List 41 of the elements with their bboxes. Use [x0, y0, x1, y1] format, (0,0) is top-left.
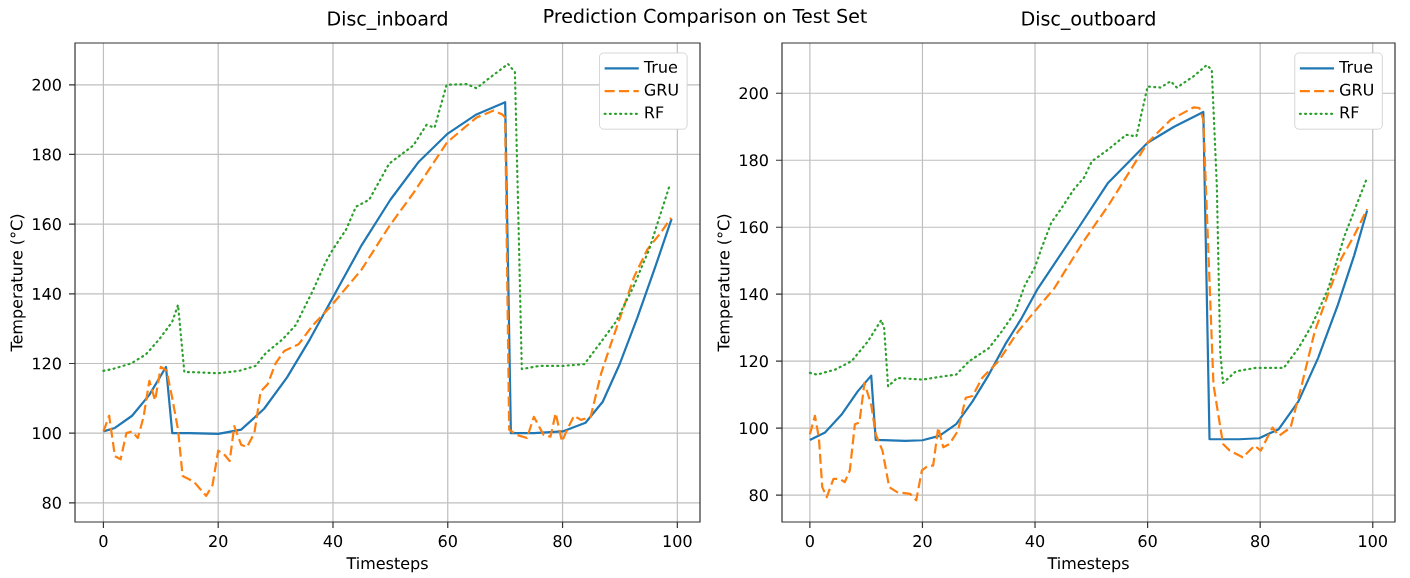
x-tick-label: 40: [1025, 535, 1045, 548]
chart-title: Disc_outboard: [1022, 11, 1155, 30]
y-axis-title: Temperature (°C): [10, 214, 26, 352]
y-tick-label: 120: [740, 355, 768, 368]
chart-title: Disc_inboard: [328, 11, 447, 30]
x-tick-label: 40: [323, 535, 343, 548]
legend-label: RF: [645, 106, 664, 119]
x-tick-label: 20: [913, 535, 932, 548]
x-tick-label: 20: [209, 535, 228, 548]
x-tick-label: 60: [1138, 535, 1157, 548]
x-tick-label: 0: [99, 535, 108, 548]
x-axis-title: Timesteps: [346, 556, 428, 573]
x-tick-label: 80: [553, 535, 572, 548]
y-tick-label: 140: [740, 288, 768, 301]
y-tick-label: 160: [33, 218, 61, 231]
legend-label: True: [1339, 60, 1373, 73]
x-axis-title: Timesteps: [1047, 556, 1129, 573]
y-tick-label: 180: [33, 148, 61, 161]
x-tick-label: 60: [438, 535, 457, 548]
y-tick-label: 140: [33, 287, 61, 300]
y-tick-label: 80: [749, 489, 768, 502]
y-tick-label: 80: [42, 496, 61, 509]
y-tick-label: 180: [740, 154, 768, 167]
legend-label: True: [643, 60, 678, 73]
x-tick-label: 100: [663, 535, 692, 548]
text: Prediction Comparison on Test Set: [544, 8, 867, 27]
y-tick-label: 100: [740, 422, 768, 435]
y-tick-label: 160: [740, 221, 768, 234]
line-series: [102, 101, 673, 435]
legend-label: GRU: [644, 83, 678, 96]
x-tick-label: 100: [1359, 535, 1387, 548]
legend-label: RF: [1340, 106, 1359, 119]
x-tick-label: 0: [805, 535, 814, 548]
x-tick-label: 80: [1251, 535, 1270, 548]
legend-label: GRU: [1340, 83, 1373, 96]
y-tick-label: 200: [739, 87, 768, 100]
y-axis-title: Temperature (°C): [717, 214, 733, 352]
y-tick-label: 200: [32, 78, 61, 91]
line-series: [808, 106, 1369, 502]
y-tick-label: 100: [33, 427, 61, 440]
y-tick-label: 120: [33, 357, 61, 370]
